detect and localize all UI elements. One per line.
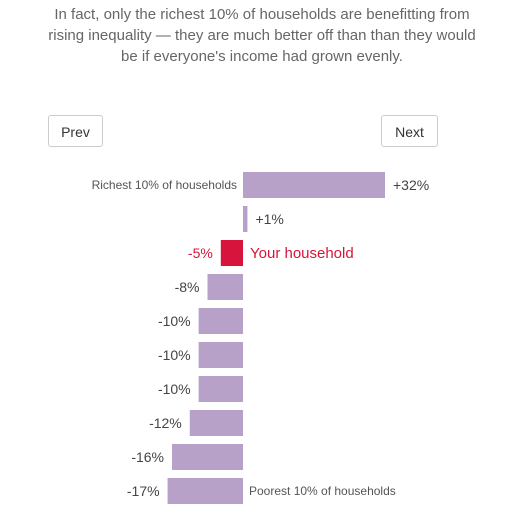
bar-value-label: +1%: [255, 211, 283, 227]
bar-value-label: -8%: [175, 279, 200, 295]
bar: [198, 342, 243, 368]
bar: [243, 206, 248, 232]
bar: [207, 274, 243, 300]
bar-caption-label: Poorest 10% of households: [249, 484, 396, 498]
bar: [189, 410, 243, 436]
bar: [243, 172, 385, 198]
bar-value-label: -16%: [131, 449, 164, 465]
bar-value-label: -10%: [158, 313, 191, 329]
your-household-label: Your household: [250, 245, 354, 262]
bar-value-label: -10%: [158, 347, 191, 363]
bar-caption-label: Richest 10% of households: [92, 178, 237, 192]
bar-value-label: -5%: [188, 245, 213, 261]
bar: [172, 444, 243, 470]
bar-value-label: -17%: [127, 483, 160, 499]
bar: [167, 478, 243, 504]
prev-button[interactable]: Prev: [48, 115, 103, 147]
intro-text: In fact, only the richest 10% of househo…: [48, 6, 476, 65]
your-household-bar: [220, 240, 243, 266]
bar-value-label: -10%: [158, 381, 191, 397]
bar-value-label: +32%: [393, 177, 429, 193]
bar: [198, 376, 243, 402]
bar: [198, 308, 243, 334]
bar-value-label: -12%: [149, 415, 182, 431]
next-button[interactable]: Next: [381, 115, 438, 147]
